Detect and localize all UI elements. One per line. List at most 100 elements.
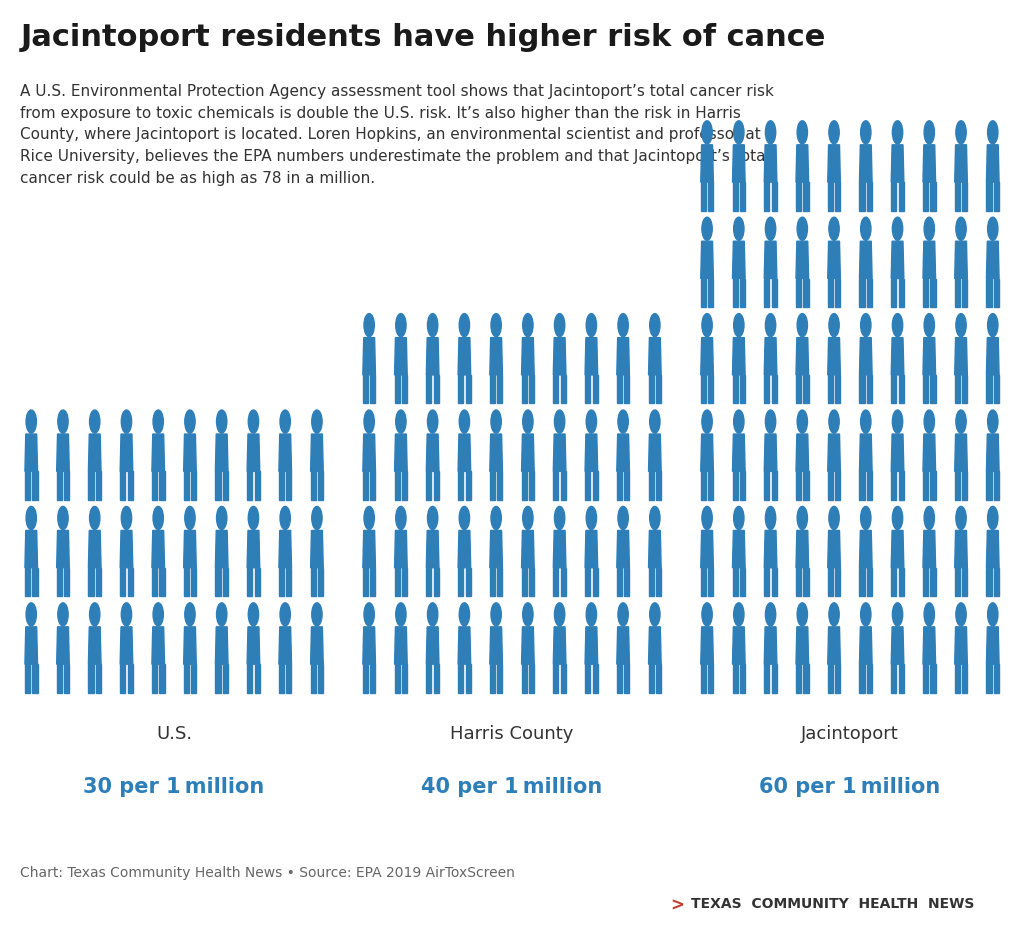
Ellipse shape: [153, 506, 164, 530]
Polygon shape: [215, 531, 228, 568]
Ellipse shape: [490, 506, 502, 530]
Polygon shape: [521, 531, 535, 568]
Ellipse shape: [955, 121, 967, 144]
Polygon shape: [796, 241, 809, 279]
Ellipse shape: [617, 410, 629, 433]
Ellipse shape: [797, 217, 808, 241]
Polygon shape: [891, 627, 904, 665]
Bar: [954, 665, 959, 693]
Polygon shape: [859, 627, 872, 665]
Ellipse shape: [364, 314, 375, 337]
Polygon shape: [923, 434, 936, 472]
Bar: [732, 472, 737, 500]
Bar: [279, 472, 284, 500]
Bar: [836, 472, 841, 500]
Ellipse shape: [701, 603, 713, 626]
Bar: [764, 279, 769, 307]
Ellipse shape: [649, 314, 660, 337]
Bar: [255, 472, 260, 500]
Ellipse shape: [797, 314, 808, 337]
Bar: [33, 568, 38, 596]
Ellipse shape: [649, 603, 660, 626]
Polygon shape: [25, 627, 38, 665]
Text: TEXAS  COMMUNITY  HEALTH  NEWS: TEXAS COMMUNITY HEALTH NEWS: [691, 897, 975, 911]
Polygon shape: [152, 531, 165, 568]
Ellipse shape: [733, 506, 744, 530]
Polygon shape: [986, 434, 999, 472]
Bar: [96, 665, 101, 693]
Bar: [931, 375, 936, 403]
Ellipse shape: [733, 121, 744, 144]
Bar: [891, 665, 896, 693]
Bar: [827, 568, 833, 596]
Polygon shape: [120, 531, 133, 568]
Polygon shape: [732, 241, 745, 279]
Ellipse shape: [860, 410, 871, 433]
Polygon shape: [700, 241, 714, 279]
Bar: [986, 665, 991, 693]
Bar: [859, 472, 864, 500]
Ellipse shape: [427, 506, 438, 530]
Bar: [529, 568, 535, 596]
Bar: [954, 568, 959, 596]
Ellipse shape: [733, 410, 744, 433]
Bar: [772, 183, 777, 211]
Bar: [215, 665, 220, 693]
Bar: [923, 279, 928, 307]
Polygon shape: [553, 338, 566, 375]
Polygon shape: [796, 531, 809, 568]
Bar: [561, 665, 566, 693]
Bar: [709, 375, 714, 403]
Bar: [859, 375, 864, 403]
Ellipse shape: [26, 603, 37, 626]
Bar: [96, 568, 101, 596]
Polygon shape: [732, 145, 745, 183]
Ellipse shape: [987, 314, 998, 337]
Bar: [740, 375, 745, 403]
Bar: [128, 568, 133, 596]
Bar: [128, 472, 133, 500]
Bar: [836, 279, 841, 307]
Bar: [648, 472, 653, 500]
Bar: [120, 472, 125, 500]
Bar: [772, 375, 777, 403]
Polygon shape: [732, 434, 745, 472]
Ellipse shape: [522, 603, 534, 626]
Ellipse shape: [57, 410, 69, 433]
Bar: [593, 472, 598, 500]
Polygon shape: [859, 434, 872, 472]
Polygon shape: [796, 434, 809, 472]
Polygon shape: [796, 145, 809, 183]
Bar: [223, 472, 228, 500]
Polygon shape: [648, 627, 662, 665]
Ellipse shape: [395, 603, 407, 626]
Bar: [931, 568, 936, 596]
Bar: [310, 665, 315, 693]
Polygon shape: [88, 531, 101, 568]
Polygon shape: [827, 434, 841, 472]
Polygon shape: [426, 531, 439, 568]
Bar: [954, 472, 959, 500]
Bar: [553, 375, 558, 403]
Bar: [553, 665, 558, 693]
Polygon shape: [247, 434, 260, 472]
Ellipse shape: [26, 506, 37, 530]
Bar: [963, 568, 968, 596]
Polygon shape: [796, 627, 809, 665]
Bar: [700, 279, 706, 307]
Ellipse shape: [522, 506, 534, 530]
Ellipse shape: [364, 410, 375, 433]
Polygon shape: [394, 338, 408, 375]
Bar: [160, 568, 165, 596]
Bar: [994, 279, 999, 307]
Ellipse shape: [765, 314, 776, 337]
Ellipse shape: [892, 121, 903, 144]
Polygon shape: [764, 434, 777, 472]
Polygon shape: [700, 434, 714, 472]
Text: Chart: Texas Community Health News • Source: EPA 2019 AirToxScreen: Chart: Texas Community Health News • Sou…: [20, 866, 515, 880]
Bar: [65, 665, 70, 693]
Polygon shape: [458, 434, 471, 472]
Bar: [458, 375, 463, 403]
Polygon shape: [827, 241, 841, 279]
Polygon shape: [891, 434, 904, 472]
